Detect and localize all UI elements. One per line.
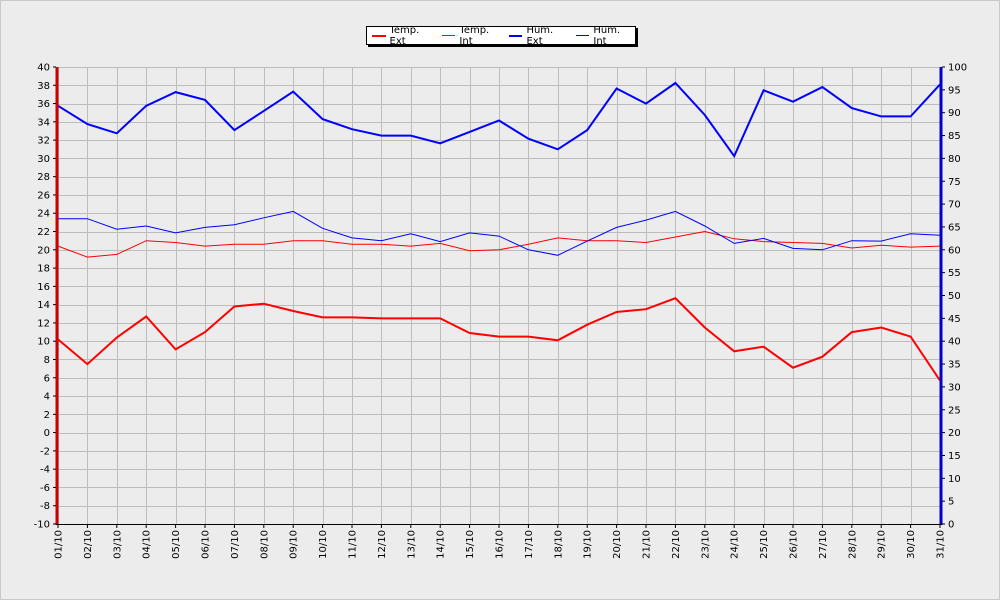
x-tick-label: 18/10 — [553, 530, 564, 559]
y-right-tick-label: 80 — [948, 154, 961, 165]
y-right-tick-label: 55 — [948, 268, 961, 279]
legend-label-temp-int: Temp. Int — [459, 24, 490, 47]
series-line-temp-ext — [57, 297, 941, 382]
y-right-tick-label: 85 — [948, 131, 961, 142]
x-tick-label: 08/10 — [259, 530, 270, 559]
x-tick-label: 07/10 — [230, 530, 241, 559]
y-right-tick-label: 25 — [948, 405, 961, 416]
y-left-tick-label: 14 — [37, 300, 50, 311]
y-right-tick-label: 60 — [948, 245, 961, 256]
x-tick-label: 04/10 — [142, 530, 153, 559]
legend-item-temp-ext: Temp. Ext — [367, 25, 437, 47]
y-left-tick-label: 26 — [37, 190, 50, 201]
legend-label-hum-int: Hum. Int — [593, 24, 621, 47]
y-left-tick-label: 4 — [44, 392, 50, 403]
y-right-tick-label: 95 — [948, 85, 961, 96]
x-tick-label: 06/10 — [201, 530, 212, 559]
y-right-tick-label: 45 — [948, 314, 961, 325]
y-right-tick-label: 50 — [948, 291, 961, 302]
y-right-tick-label: 15 — [948, 451, 961, 462]
y-right-tick-label: 5 — [948, 497, 954, 508]
x-tick-label: 09/10 — [289, 530, 300, 559]
x-tick-label: 14/10 — [436, 530, 447, 559]
x-tick-label: 30/10 — [906, 530, 917, 559]
x-tick-label: 19/10 — [583, 530, 594, 559]
series-line-hum-int — [58, 210, 941, 256]
legend-item-hum-int: Hum. Int — [571, 25, 635, 47]
x-tick-label: 16/10 — [495, 530, 506, 559]
y-left-tick-label: 16 — [37, 282, 50, 293]
y-right-tick-label: 75 — [948, 177, 961, 188]
y-left-tick-label: 2 — [44, 410, 50, 421]
y-right-tick-label: 10 — [948, 474, 961, 485]
legend-swatch-temp-int — [441, 35, 456, 36]
y-left-tick-label: 32 — [37, 136, 50, 147]
x-tick-label: 15/10 — [465, 530, 476, 559]
y-left-tick-label: 12 — [37, 318, 50, 329]
x-tick-label: 24/10 — [730, 530, 741, 559]
y-left-tick-label: -8 — [40, 501, 50, 512]
y-right-tick-label: 65 — [948, 222, 961, 233]
x-tick-label: 28/10 — [847, 530, 858, 559]
x-tick-label: 29/10 — [877, 530, 888, 559]
legend-label-temp-ext: Temp. Ext — [389, 24, 420, 47]
y-right-tick-label: 100 — [948, 63, 967, 74]
y-right-tick-label: 70 — [948, 200, 961, 211]
legend-swatch-temp-ext — [372, 34, 386, 37]
y-right-tick-label: 40 — [948, 337, 961, 348]
y-left-tick-label: 22 — [37, 227, 50, 238]
grid — [58, 67, 941, 525]
y-left-tick-label: 38 — [37, 81, 50, 92]
y-left-tick-label: -4 — [40, 465, 50, 476]
y-left-tick-label: 28 — [37, 172, 50, 183]
y-left-tick-label: 36 — [37, 99, 50, 110]
y-left-tick-label: 18 — [37, 264, 50, 275]
y-left-tick-label: 20 — [37, 245, 50, 256]
legend-item-temp-int: Temp. Int — [437, 25, 504, 47]
y-right-tick-label: 90 — [948, 108, 961, 119]
y-left-tick-label: 34 — [37, 117, 50, 128]
y-right-tick-label: 35 — [948, 360, 961, 371]
y-left-tick-label: 0 — [44, 428, 50, 439]
x-tick-label: 31/10 — [936, 530, 947, 559]
x-tick-label: 21/10 — [642, 530, 653, 559]
legend-swatch-hum-ext — [508, 34, 523, 37]
y-right-tick-label: 30 — [948, 382, 961, 393]
y-left-tick-label: 40 — [37, 63, 50, 74]
x-tick-label: 12/10 — [377, 530, 388, 559]
x-tick-label: 22/10 — [671, 530, 682, 559]
x-tick-label: 02/10 — [83, 530, 94, 559]
x-tick-label: 11/10 — [348, 530, 359, 559]
y-right-tick-label: 0 — [948, 520, 954, 531]
x-tick-label: 25/10 — [759, 530, 770, 559]
y-left-tick-label: 6 — [44, 373, 50, 384]
y-right-tick-label: 20 — [948, 428, 961, 439]
x-tick-label: 26/10 — [789, 530, 800, 559]
y-left-tick-label: 8 — [44, 355, 50, 366]
legend-item-hum-ext: Hum. Ext — [504, 25, 571, 47]
legend-swatch-hum-int — [575, 35, 590, 36]
legend-label-hum-ext: Hum. Ext — [526, 24, 554, 47]
series-line-temp-int — [57, 230, 941, 258]
x-tick-label: 10/10 — [318, 530, 329, 559]
x-tick-label: 01/10 — [54, 530, 65, 559]
y-left-tick-label: -2 — [40, 446, 50, 457]
series-line-hum-ext — [57, 81, 941, 159]
y-left-tick-label: 10 — [37, 337, 50, 348]
x-tick-label: 03/10 — [112, 530, 123, 559]
y-left-tick-label: 24 — [37, 209, 50, 220]
chart-legend: Temp. Ext Temp. Int Hum. Ext Hum. Int — [366, 25, 636, 47]
y-left-tick-label: 30 — [37, 154, 50, 165]
y-left-tick-label: -10 — [34, 520, 50, 531]
y-left-tick-label: -6 — [40, 483, 50, 494]
x-tick-label: 23/10 — [700, 530, 711, 559]
x-tick-label: 27/10 — [818, 530, 829, 559]
x-tick-label: 17/10 — [524, 530, 535, 559]
x-tick-label: 05/10 — [171, 530, 182, 559]
x-tick-label: 20/10 — [612, 530, 623, 559]
x-tick-label: 13/10 — [406, 530, 417, 559]
